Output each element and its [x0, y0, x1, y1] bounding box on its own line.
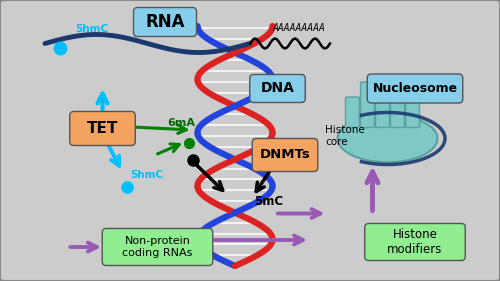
Text: 5mC: 5mC	[254, 195, 283, 208]
Text: 5hmC: 5hmC	[75, 24, 108, 34]
FancyBboxPatch shape	[368, 74, 463, 103]
Text: RNA: RNA	[145, 13, 185, 31]
FancyBboxPatch shape	[365, 223, 466, 260]
Text: 6mA: 6mA	[168, 118, 196, 128]
Text: DNA: DNA	[260, 81, 294, 96]
FancyBboxPatch shape	[134, 8, 196, 37]
Ellipse shape	[338, 115, 438, 162]
Text: Histone
core: Histone core	[325, 125, 365, 147]
FancyBboxPatch shape	[346, 97, 360, 128]
Text: Non-protein
coding RNAs: Non-protein coding RNAs	[122, 236, 192, 258]
Text: Nucleosome: Nucleosome	[372, 82, 458, 95]
FancyBboxPatch shape	[250, 74, 305, 103]
Text: DNMTs: DNMTs	[260, 148, 310, 162]
Text: AAAAAAAAA: AAAAAAAAA	[272, 23, 326, 33]
FancyBboxPatch shape	[102, 228, 213, 266]
Text: TET: TET	[87, 121, 118, 136]
FancyBboxPatch shape	[70, 112, 135, 146]
FancyBboxPatch shape	[406, 97, 419, 128]
FancyBboxPatch shape	[252, 139, 318, 171]
FancyBboxPatch shape	[360, 82, 374, 128]
FancyBboxPatch shape	[376, 92, 390, 128]
FancyBboxPatch shape	[390, 82, 404, 128]
Text: Histone
modifiers: Histone modifiers	[388, 228, 442, 256]
Text: 5hmC: 5hmC	[130, 171, 163, 180]
